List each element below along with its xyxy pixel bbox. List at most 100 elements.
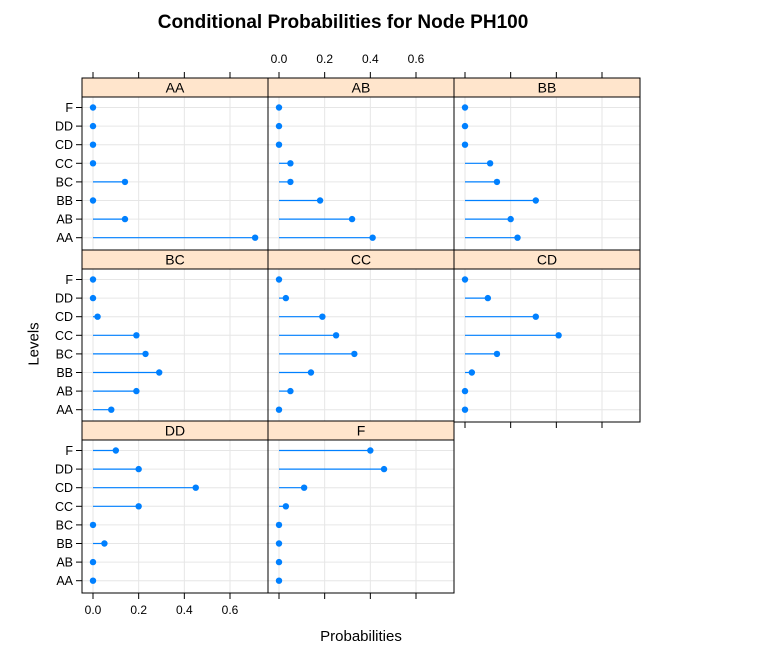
point-BC-CD: [94, 313, 101, 320]
point-AA-CC: [89, 160, 97, 167]
point-BC-DD: [89, 294, 97, 302]
point-AB-F: [275, 104, 283, 111]
point-BB-BB: [532, 197, 539, 204]
panel-CD: CD: [453, 249, 641, 428]
point-AB-BC: [287, 178, 294, 186]
point-CD-AB: [461, 387, 469, 395]
point-CD-BC: [493, 350, 501, 358]
point-DD-CC: [135, 503, 142, 510]
strip-label-CC: CC: [351, 252, 371, 268]
strip-label-F: F: [357, 423, 366, 439]
panel-border: [81, 96, 269, 251]
x-tick-label: 0.6: [408, 52, 425, 66]
x-tick-label: 0.6: [222, 603, 239, 617]
strip-label-CD: CD: [537, 252, 557, 268]
point-AA-F: [89, 104, 97, 111]
y-tick-label: AB: [56, 385, 73, 399]
panel-border: [267, 268, 455, 423]
point-DD-AA: [89, 577, 97, 584]
point-CD-AA: [461, 406, 469, 413]
x-tick-label: 0.0: [85, 603, 102, 617]
strip-label-BB: BB: [538, 80, 557, 96]
x-tick-label: 0.4: [362, 52, 379, 66]
point-F-AA: [275, 577, 283, 584]
point-BC-CC: [133, 332, 140, 339]
y-tick-label: AA: [56, 403, 73, 417]
chart-title: Conditional Probabilities for Node PH100: [157, 12, 529, 33]
panel-BC: BC AA AB BB BC CC CD DD F: [55, 249, 269, 423]
point-F-AB: [275, 558, 283, 566]
point-BB-AA: [514, 234, 521, 241]
y-tick-label: DD: [55, 292, 73, 306]
y-tick-label: AA: [56, 231, 73, 245]
y-tick-label: BB: [56, 366, 73, 380]
x-axis-label: Probabilities: [320, 628, 402, 645]
point-AA-AB: [121, 215, 129, 223]
panel-F: F: [267, 420, 455, 599]
point-AB-AA: [369, 234, 376, 241]
point-CD-CC: [555, 332, 562, 339]
y-tick-label: F: [65, 273, 73, 287]
strip-label-AA: AA: [166, 80, 185, 96]
point-CC-BC: [351, 350, 358, 358]
y-tick-label: CC: [55, 157, 73, 171]
y-tick-label: CD: [55, 310, 73, 324]
point-DD-AB: [89, 558, 97, 566]
point-BC-BB: [156, 369, 163, 376]
point-BB-F: [461, 104, 469, 111]
y-tick-label: BC: [56, 175, 73, 189]
point-BB-CC: [486, 160, 494, 167]
point-AA-BB: [89, 197, 97, 204]
y-tick-label: F: [65, 101, 73, 115]
point-BC-BC: [142, 350, 149, 358]
point-CC-CC: [332, 332, 340, 339]
y-tick-label: CC: [55, 329, 73, 343]
point-CD-CD: [532, 313, 539, 320]
x-tick-label: 0.4: [176, 603, 193, 617]
point-CC-AB: [287, 387, 294, 395]
point-AB-DD: [275, 122, 283, 130]
point-F-DD: [380, 465, 388, 473]
y-tick-label: BC: [56, 347, 73, 361]
point-DD-F: [112, 447, 120, 454]
y-axis-label: Levels: [25, 322, 43, 366]
point-AB-CC: [287, 160, 294, 167]
x-tick-label: 0.2: [316, 52, 333, 66]
y-tick-label: AA: [56, 574, 73, 588]
panel-BB: BB: [453, 72, 641, 251]
point-CD-F: [461, 276, 469, 283]
panel-border: [453, 268, 641, 423]
strip-label-BC: BC: [165, 252, 184, 268]
y-tick-label: AB: [56, 213, 73, 227]
panel-border: [81, 268, 269, 423]
point-DD-BC: [89, 521, 97, 529]
point-BC-F: [89, 276, 97, 283]
point-DD-CD: [192, 484, 199, 491]
point-BB-BC: [493, 178, 501, 186]
y-tick-label: BB: [56, 194, 73, 208]
panel-border: [453, 96, 641, 251]
panel-CC: CC: [267, 249, 455, 423]
panel-AA: AA AA AB BB BC CC CD DD F: [55, 72, 269, 251]
point-DD-DD: [135, 465, 142, 473]
point-F-BC: [275, 521, 283, 529]
point-CC-CD: [319, 313, 326, 320]
point-BB-AB: [507, 215, 514, 223]
point-CC-BB: [307, 369, 315, 376]
strip-label-AB: AB: [352, 80, 371, 96]
panel-border: [267, 439, 455, 594]
point-F-CD: [300, 484, 308, 491]
point-F-F: [367, 447, 374, 454]
point-CC-DD: [282, 294, 290, 302]
point-F-BB: [275, 540, 283, 547]
point-AB-CD: [275, 141, 283, 148]
y-tick-label: CC: [55, 500, 73, 514]
point-CD-BB: [468, 369, 476, 376]
point-BC-AB: [133, 387, 140, 395]
x-tick-label: 0.0: [271, 52, 288, 66]
point-AB-AB: [348, 215, 356, 223]
y-tick-label: CD: [55, 138, 73, 152]
point-AA-BC: [121, 178, 129, 186]
point-AA-CD: [89, 141, 97, 148]
